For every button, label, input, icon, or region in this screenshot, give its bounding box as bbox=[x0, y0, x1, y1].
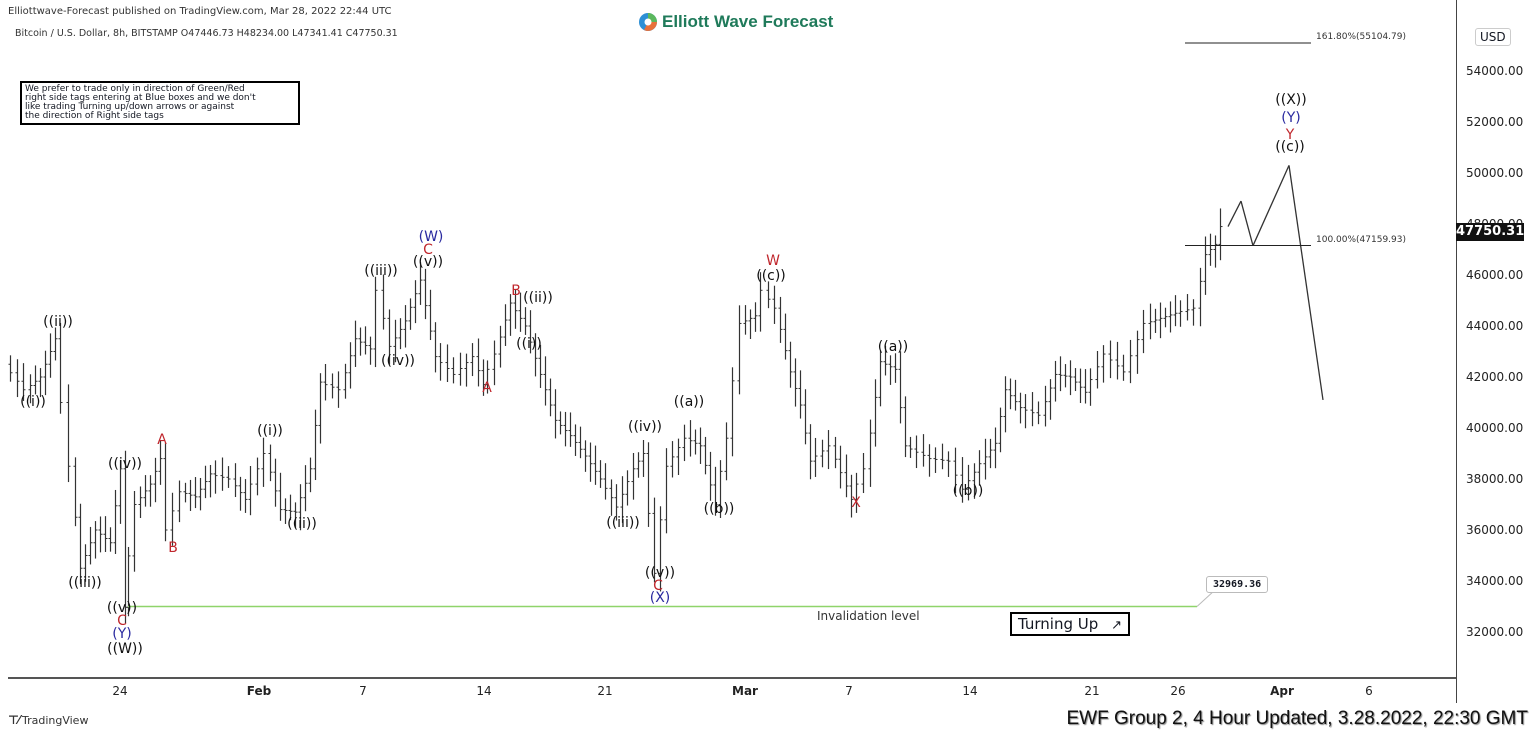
price-tick: 38000.00 bbox=[1466, 472, 1524, 486]
wave-label: ((iii)) bbox=[68, 575, 102, 591]
publisher-line: Elliottwave-Forecast published on Tradin… bbox=[8, 6, 392, 17]
time-tick: 21 bbox=[597, 684, 613, 698]
time-axis[interactable] bbox=[8, 677, 1456, 705]
wave-label: ((X)) bbox=[1275, 92, 1307, 108]
wave-label: ((ii)) bbox=[43, 314, 73, 330]
wave-label: ((ii)) bbox=[523, 290, 553, 306]
wave-label: Y bbox=[1285, 127, 1295, 143]
wave-label: (Y) bbox=[112, 626, 132, 642]
wave-label: A bbox=[482, 380, 492, 396]
axis-corner-divider bbox=[1456, 677, 1457, 703]
invalidation-price-callout: 32969.36 bbox=[1206, 576, 1269, 593]
note-line: like trading Turning up/down arrows or a… bbox=[25, 102, 235, 112]
price-axis[interactable] bbox=[1456, 0, 1536, 677]
time-tick: 14 bbox=[962, 684, 978, 698]
turning-up-text: Turning Up bbox=[1018, 615, 1099, 633]
wave-label: ((iv)) bbox=[627, 419, 663, 435]
trading-note-box: We prefer to trade only in direction of … bbox=[20, 81, 300, 125]
price-tick: 34000.00 bbox=[1466, 574, 1524, 588]
wave-label: C bbox=[653, 578, 663, 594]
note-line: right side tags entering at Blue boxes a… bbox=[25, 93, 256, 103]
wave-label: ((c)) bbox=[1275, 139, 1305, 155]
wave-label: ((iii)) bbox=[364, 263, 398, 279]
time-tick: Mar bbox=[732, 684, 758, 698]
wave-label: B bbox=[168, 540, 178, 556]
wave-label: ((iv)) bbox=[380, 353, 416, 369]
tradingview-logo[interactable]: ⊤⁄ TradingView bbox=[8, 713, 88, 727]
arrow-up-right-icon: ↗ bbox=[1111, 618, 1122, 633]
price-tick: 42000.00 bbox=[1466, 370, 1524, 384]
wave-label: (X) bbox=[649, 590, 671, 606]
price-tick: 36000.00 bbox=[1466, 523, 1524, 537]
time-tick: 7 bbox=[359, 684, 367, 698]
wave-label: ((v)) bbox=[106, 600, 138, 616]
wave-label: ((b)) bbox=[952, 483, 984, 499]
wave-label: C bbox=[423, 242, 433, 258]
wave-label: X bbox=[851, 495, 861, 511]
time-tick: 26 bbox=[1170, 684, 1186, 698]
invalidation-label: Invalidation level bbox=[817, 609, 920, 623]
time-tick: Apr bbox=[1270, 684, 1294, 698]
time-tick: 24 bbox=[112, 684, 128, 698]
ewf-logo-icon bbox=[639, 13, 657, 31]
wave-label: ((b)) bbox=[703, 501, 735, 517]
wave-label: ((i)) bbox=[516, 336, 542, 352]
wave-label: W bbox=[766, 253, 780, 269]
wave-label: ((v)) bbox=[644, 565, 676, 581]
wave-label: ((c)) bbox=[756, 268, 786, 284]
update-caption: EWF Group 2, 4 Hour Updated, 3.28.2022, … bbox=[1066, 708, 1528, 729]
time-tick: 7 bbox=[845, 684, 853, 698]
wave-label: (Y) bbox=[1281, 110, 1301, 126]
brand-logo: Elliott Wave Forecast bbox=[638, 12, 833, 32]
wave-label: ((a)) bbox=[673, 394, 705, 410]
tradingview-icon: ⊤⁄ bbox=[8, 713, 20, 727]
time-tick: 6 bbox=[1365, 684, 1373, 698]
wave-label: (W) bbox=[418, 229, 444, 245]
price-tick: 50000.00 bbox=[1466, 166, 1524, 180]
price-tick: 44000.00 bbox=[1466, 319, 1524, 333]
note-line: the direction of Right side tags bbox=[25, 111, 164, 121]
fib-100-label: 100.00%(47159.93) bbox=[1316, 235, 1407, 245]
wave-label: A bbox=[157, 432, 167, 448]
wave-label: ((iv)) bbox=[107, 456, 143, 472]
wave-label: ((i)) bbox=[20, 394, 46, 410]
wave-label: B bbox=[511, 283, 521, 299]
price-tick: 32000.00 bbox=[1466, 625, 1524, 639]
symbol-ohlc-line: Bitcoin / U.S. Dollar, 8h, BITSTAMP O474… bbox=[15, 28, 398, 39]
currency-button[interactable]: USD bbox=[1475, 28, 1511, 46]
last-price-badge: 47750.31 bbox=[1456, 223, 1525, 241]
wave-label: ((W)) bbox=[107, 641, 143, 657]
price-tick: 40000.00 bbox=[1466, 421, 1524, 435]
price-tick: 52000.00 bbox=[1466, 115, 1524, 129]
note-line: We prefer to trade only in direction of … bbox=[25, 84, 245, 94]
wave-label: ((a)) bbox=[877, 339, 909, 355]
wave-label: ((v)) bbox=[412, 254, 444, 270]
fib-161-label: 161.80%(55104.79) bbox=[1316, 32, 1407, 42]
turning-up-tag: Turning Up ↗ bbox=[1010, 612, 1130, 636]
brand-name: Elliott Wave Forecast bbox=[662, 12, 834, 31]
price-tick: 54000.00 bbox=[1466, 64, 1524, 78]
time-tick: 21 bbox=[1084, 684, 1100, 698]
time-tick: Feb bbox=[246, 684, 272, 698]
price-tick: 46000.00 bbox=[1466, 268, 1524, 282]
price-chart[interactable] bbox=[0, 0, 1456, 677]
tradingview-text: TradingView bbox=[21, 713, 89, 727]
wave-label: ((i)) bbox=[257, 423, 283, 439]
time-tick: 14 bbox=[476, 684, 492, 698]
wave-label: C bbox=[117, 613, 127, 629]
wave-label: ((iii)) bbox=[606, 515, 640, 531]
wave-label: ((ii)) bbox=[287, 516, 317, 532]
